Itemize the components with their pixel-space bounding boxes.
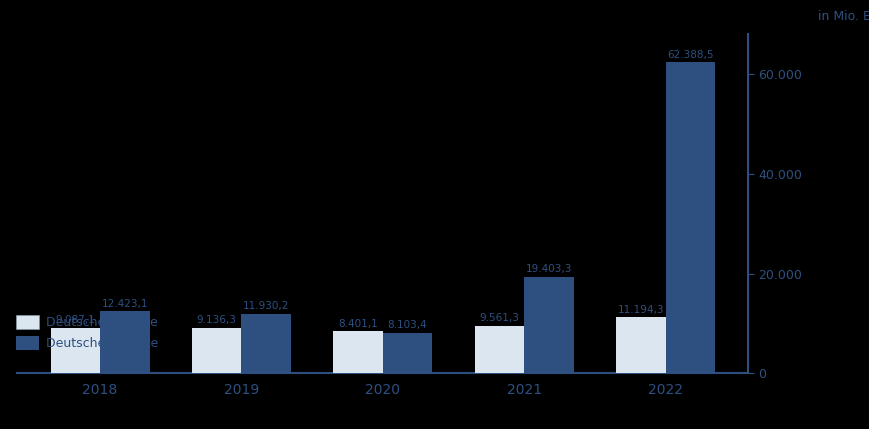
Bar (382, 333, 432, 373)
Bar (100, 311, 149, 373)
Bar (242, 314, 290, 373)
Legend: Deutsche Exporte, Deutsche Importe: Deutsche Exporte, Deutsche Importe (17, 315, 158, 350)
Text: 9.087,1: 9.087,1 (56, 315, 95, 326)
Bar (615, 317, 665, 373)
Text: in Mio. EUR: in Mio. EUR (817, 10, 869, 23)
Text: 11.194,3: 11.194,3 (617, 305, 663, 315)
Bar (333, 331, 382, 373)
Bar (474, 326, 523, 373)
Text: 19.403,3: 19.403,3 (525, 264, 572, 274)
Text: 8.401,1: 8.401,1 (338, 319, 377, 329)
Text: 12.423,1: 12.423,1 (102, 299, 148, 309)
Bar (192, 328, 242, 373)
Text: 9.136,3: 9.136,3 (196, 315, 236, 325)
Text: 11.930,2: 11.930,2 (242, 301, 289, 311)
Bar (665, 62, 714, 373)
Bar (523, 277, 573, 373)
Bar (50, 328, 100, 373)
Text: 8.103,4: 8.103,4 (388, 320, 427, 330)
Text: 9.561,3: 9.561,3 (479, 313, 519, 323)
Text: 62.388,5: 62.388,5 (667, 50, 713, 60)
